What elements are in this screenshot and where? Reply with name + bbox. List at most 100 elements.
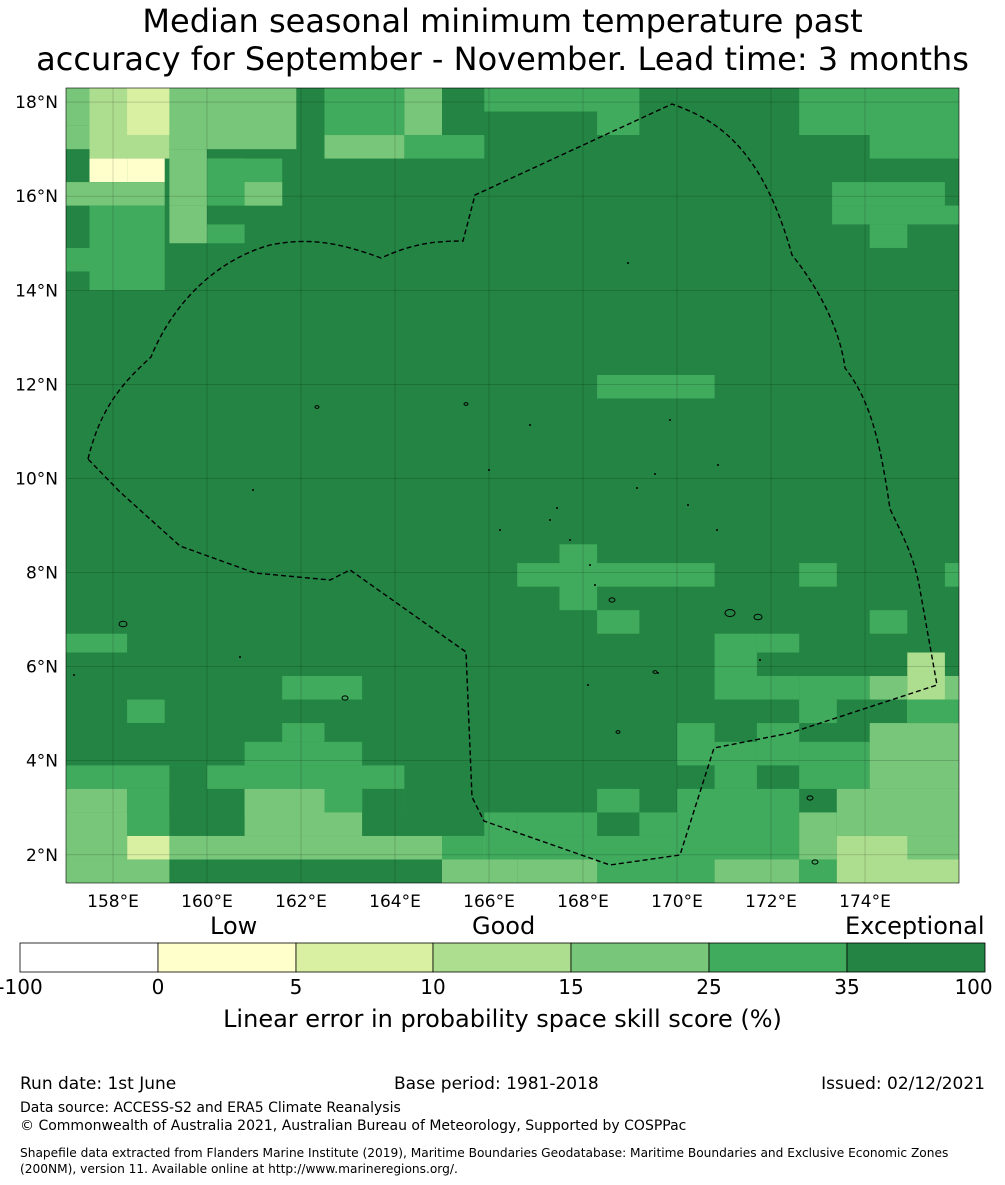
skill-cell: [799, 859, 837, 883]
atoll-outline: [608, 597, 616, 603]
skill-cell: [484, 88, 640, 112]
colorbar-swatch: [157, 942, 297, 973]
skill-cell: [756, 633, 800, 653]
skill-cell: [517, 859, 598, 883]
skill-cell: [799, 88, 959, 136]
lon-tick-label: 166°E: [463, 892, 515, 912]
islet-dot: [589, 564, 591, 566]
skill-cell: [832, 205, 959, 225]
skill-cell: [169, 765, 207, 789]
islet-dot: [73, 674, 75, 676]
skill-cell: [559, 544, 598, 611]
colorbar-tick: 100: [954, 975, 993, 999]
skill-cell: [869, 723, 959, 789]
colorbar-tick: -100: [0, 975, 43, 999]
atoll-outline: [652, 670, 658, 674]
skill-cell: [127, 788, 170, 836]
skill-cell: [597, 812, 640, 836]
skill-cell: [169, 835, 442, 860]
lon-tick-label: 160°E: [181, 892, 233, 912]
lon-tick-label: 172°E: [745, 892, 797, 912]
skill-cell: [484, 812, 518, 860]
colorbar-tick: 10: [420, 975, 446, 999]
title-line-2: accuracy for September - November. Lead …: [36, 40, 969, 78]
skill-cell: [907, 652, 945, 700]
lon-tick-label: 158°E: [87, 892, 139, 912]
base-period: Base period: 1981-2018: [394, 1074, 599, 1094]
skill-cell: [127, 699, 165, 724]
atoll-outline: [314, 405, 320, 409]
skill-cell: [169, 88, 297, 150]
skill-cell: [597, 788, 640, 813]
skill-cell: [89, 205, 165, 291]
lat-tick-label: 14°N: [15, 281, 58, 301]
lat-tick-label: 10°N: [15, 469, 58, 489]
atoll-outline: [753, 613, 763, 621]
colorbar-tick: 15: [558, 975, 584, 999]
skill-cell: [714, 676, 800, 700]
islet-dot: [252, 489, 254, 491]
skill-cell: [714, 633, 757, 677]
islet-dot: [594, 584, 596, 586]
skill-cell: [404, 135, 485, 159]
skill-cell: [282, 723, 325, 742]
skill-cell: [677, 723, 715, 766]
lat-tick-label: 2°N: [26, 846, 58, 866]
skill-cell: [324, 88, 405, 136]
skill-cell: [869, 676, 908, 700]
skill-cell: [517, 563, 715, 587]
atolls: [73, 262, 819, 865]
islet-dot: [556, 507, 558, 509]
skill-cell: [66, 633, 128, 653]
skill-cell: [66, 247, 90, 272]
run-date: Run date: 1st June: [20, 1074, 177, 1094]
lat-tick-label: 8°N: [26, 564, 58, 584]
skill-cell: [869, 224, 908, 248]
atoll-outline: [463, 402, 469, 406]
lat-tick-label: 16°N: [15, 187, 58, 207]
skill-cell: [169, 205, 207, 244]
atoll-outline: [724, 609, 736, 617]
skill-cell: [944, 563, 959, 587]
islet-dot: [759, 659, 761, 661]
atoll-outline: [341, 695, 349, 701]
islet-dot: [627, 262, 629, 264]
colorbar-swatch: [570, 942, 710, 973]
colorbar-tick: 25: [696, 975, 722, 999]
skill-cell: [442, 835, 485, 860]
skill-cell: [66, 812, 128, 860]
skill-cell: [89, 158, 128, 183]
colorbar-tick: 5: [289, 975, 303, 999]
skill-cell: [66, 229, 90, 248]
islet-dot: [717, 464, 719, 466]
skill-cell: [127, 835, 170, 860]
islet-dot: [587, 684, 589, 686]
copyright: © Commonwealth of Australia 2021, Austra…: [20, 1118, 687, 1134]
skill-cell: [324, 788, 363, 813]
skill-cell: [799, 699, 837, 724]
skill-cell: [66, 182, 165, 206]
skill-cell: [244, 182, 283, 206]
skill-cell: [597, 111, 640, 136]
map-gridlines: [66, 88, 959, 883]
skill-cell: [169, 788, 245, 813]
lon-tick-label: 168°E: [557, 892, 609, 912]
skill-cell: [869, 610, 908, 634]
skill-cell: [756, 723, 800, 766]
colorbar-label: Linear error in probability space skill …: [223, 1005, 782, 1033]
skill-cell: [677, 788, 800, 860]
skill-cells: [66, 88, 959, 883]
colorbar-swatch: [846, 942, 986, 973]
lat-tick-label: 18°N: [15, 93, 58, 113]
skill-cell: [404, 88, 442, 136]
skill-cell: [597, 610, 640, 634]
category-good: Good: [472, 912, 536, 940]
islet-dot: [549, 519, 551, 521]
colorbar-tick: 35: [834, 975, 860, 999]
skill-cell: [282, 676, 363, 700]
skill-cell: [324, 135, 405, 159]
lat-tick-label: 6°N: [26, 658, 58, 678]
issued-date: Issued: 02/12/2021: [821, 1074, 985, 1094]
islet-dot: [488, 469, 490, 471]
